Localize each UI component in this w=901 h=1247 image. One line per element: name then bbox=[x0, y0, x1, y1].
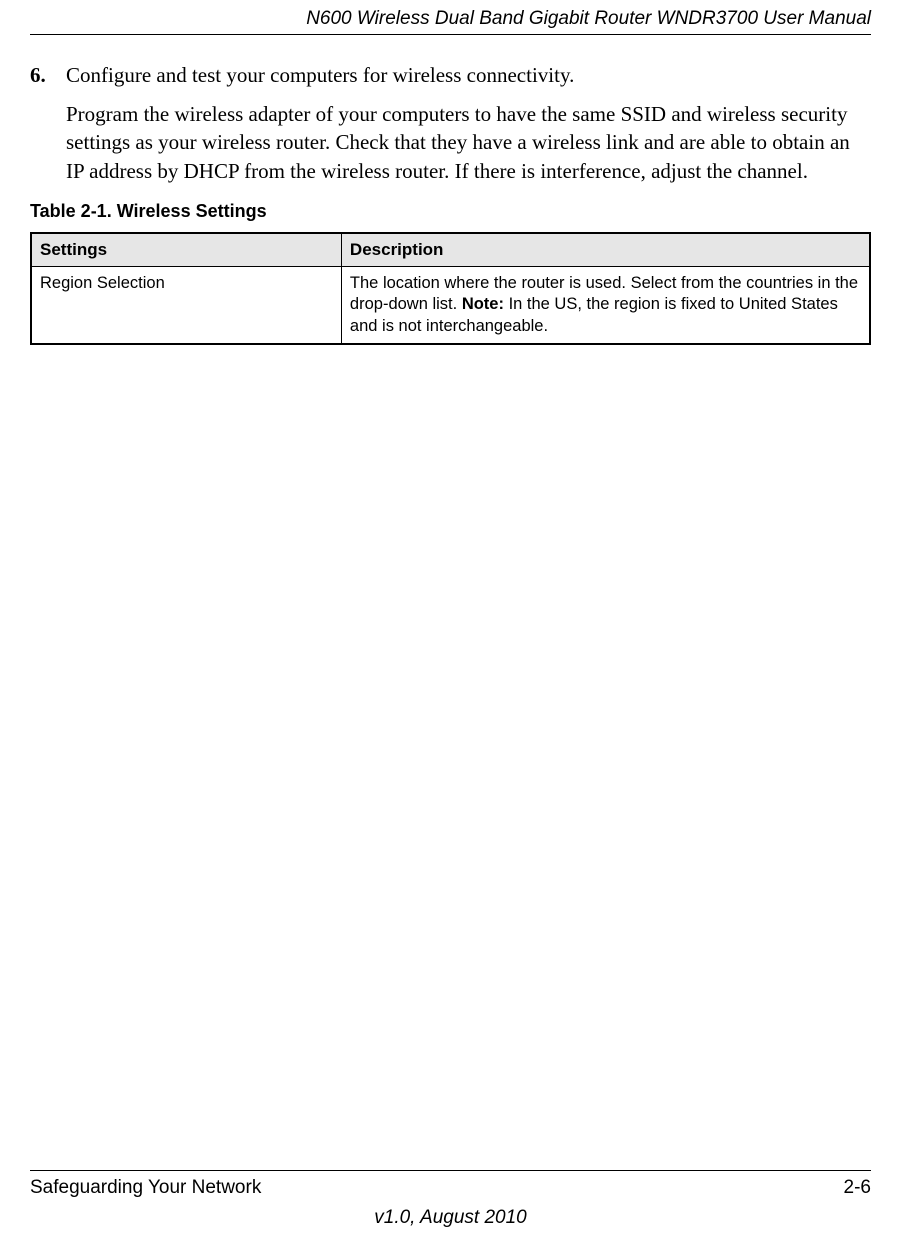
cell-description-note-label: Note: bbox=[462, 295, 504, 313]
step-number: 6. bbox=[30, 63, 66, 88]
step-body: Program the wireless adapter of your com… bbox=[66, 100, 871, 185]
table-caption: Table 2-1. Wireless Settings bbox=[30, 201, 871, 222]
cell-description: The location where the router is used. S… bbox=[341, 267, 870, 345]
table-row: Region Selection The location where the … bbox=[31, 267, 870, 345]
page-header-title: N600 Wireless Dual Band Gigabit Router W… bbox=[30, 0, 871, 34]
footer-version: v1.0, August 2010 bbox=[30, 1207, 871, 1229]
footer-rule bbox=[30, 1170, 871, 1171]
step-heading: Configure and test your computers for wi… bbox=[66, 63, 574, 88]
step-row: 6. Configure and test your computers for… bbox=[30, 63, 871, 88]
footer-page-number: 2-6 bbox=[844, 1177, 871, 1199]
table-header-description: Description bbox=[341, 233, 870, 267]
wireless-settings-table: Settings Description Region Selection Th… bbox=[30, 232, 871, 345]
footer-section: Safeguarding Your Network bbox=[30, 1177, 261, 1199]
cell-setting: Region Selection bbox=[31, 267, 341, 345]
table-header-settings: Settings bbox=[31, 233, 341, 267]
header-rule bbox=[30, 34, 871, 35]
table-header-row: Settings Description bbox=[31, 233, 870, 267]
page-footer: Safeguarding Your Network 2-6 v1.0, Augu… bbox=[30, 1170, 871, 1229]
footer-line: Safeguarding Your Network 2-6 bbox=[30, 1177, 871, 1199]
